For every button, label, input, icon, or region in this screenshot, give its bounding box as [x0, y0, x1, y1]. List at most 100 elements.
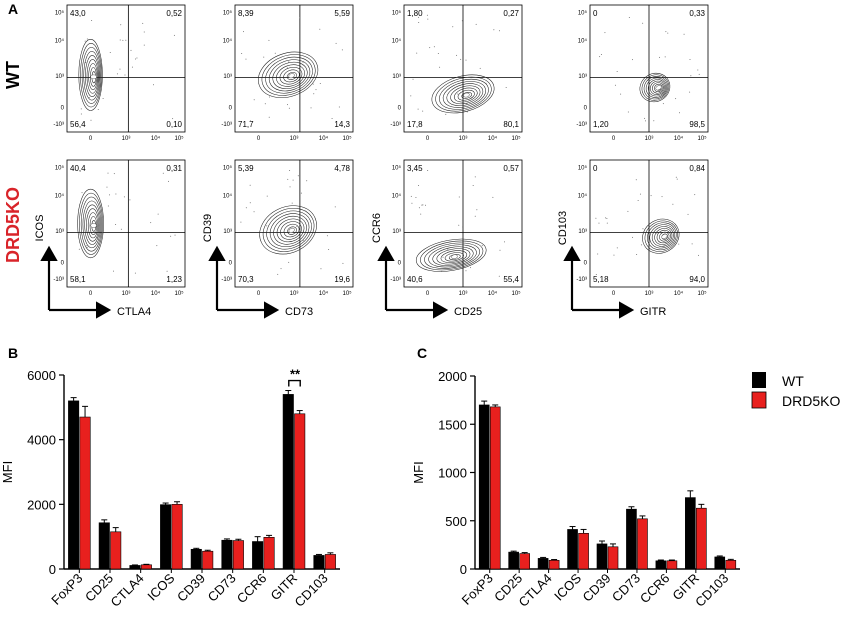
event-dot — [697, 69, 699, 71]
event-dot — [595, 274, 597, 276]
event-dot — [505, 86, 507, 88]
event-dot — [425, 204, 427, 206]
event-dot — [416, 52, 418, 54]
event-dot — [101, 207, 103, 209]
contour-peak — [288, 73, 295, 79]
x-tick-label: 0 — [612, 291, 616, 297]
event-dot — [644, 120, 646, 122]
contour-line — [442, 81, 486, 108]
x-axis-label: CD25 — [454, 306, 482, 318]
y-tick-label: 10³ — [55, 74, 64, 80]
contour-group — [77, 188, 104, 259]
event-dot — [466, 111, 468, 113]
contour-peak — [655, 85, 662, 91]
contour-line — [266, 210, 312, 250]
y-tick-label: 10⁵ — [223, 9, 233, 16]
quadrant-top-left: 0 — [593, 164, 598, 173]
event-dot — [302, 61, 304, 63]
contour-line — [262, 208, 315, 252]
event-dot — [426, 14, 428, 16]
contour-line — [643, 76, 669, 100]
event-dot — [170, 235, 172, 237]
event-dot — [129, 199, 131, 201]
event-dot — [485, 82, 487, 84]
event-dot — [342, 262, 344, 264]
y-tick-label: 1500 — [438, 417, 467, 432]
event-dot — [600, 54, 602, 56]
event-dot — [101, 232, 103, 234]
flow-plot-drd5ko-ctla4: 10⁵ 10⁴ 10³ 0 -10³ 0 10³ 10⁴ 10⁵ 40,4 0,31 58,1 1,23 — [53, 159, 186, 297]
event-dot — [662, 103, 664, 105]
x-tick-label: CTLA4 — [108, 571, 147, 610]
bar-wt-cd103 — [313, 555, 325, 570]
event-dot — [498, 30, 500, 32]
legend: WT DRD5KO — [751, 372, 840, 409]
event-dot — [125, 39, 127, 41]
event-dot — [465, 270, 467, 272]
event-dot — [97, 108, 99, 110]
event-dot — [106, 186, 108, 188]
contour-peak — [288, 227, 295, 233]
quadrant-top-right: 0,33 — [689, 9, 705, 18]
event-dot — [268, 116, 270, 118]
contour-line — [276, 218, 305, 243]
event-dot — [659, 56, 661, 58]
event-dot — [240, 221, 242, 223]
x-tick-label: 10⁵ — [698, 135, 708, 142]
bar-drd5ko-ctla4 — [140, 564, 152, 570]
event-dot — [417, 108, 419, 110]
event-dot — [120, 24, 122, 26]
y-tick-label: -10³ — [53, 122, 64, 128]
quadrant-bottom-left: 5,18 — [593, 275, 609, 284]
event-dot — [107, 172, 109, 174]
quadrant-top-left: 0 — [593, 9, 598, 18]
event-dot — [437, 53, 439, 55]
event-dot — [80, 113, 82, 115]
contour-line — [450, 85, 481, 105]
contour-line — [428, 244, 477, 268]
contour-line — [87, 212, 99, 239]
event-dot — [410, 195, 412, 197]
event-dot — [249, 202, 251, 204]
event-dot — [143, 31, 145, 33]
event-dot — [461, 20, 463, 22]
contour-line — [435, 76, 492, 112]
contour-line — [649, 80, 665, 95]
event-dot — [85, 62, 87, 64]
quadrant-bottom-left: 56,4 — [70, 120, 86, 129]
event-dot — [614, 84, 616, 86]
contour-group — [642, 218, 680, 254]
y-tick-label: 1000 — [438, 466, 467, 481]
contour-line — [279, 66, 303, 85]
event-dot — [466, 103, 468, 105]
contour-line — [651, 226, 674, 247]
y-tick-label: 10⁵ — [578, 9, 588, 16]
panel-letter-b: B — [8, 345, 18, 361]
contour-line — [461, 92, 472, 99]
x-tick-label: 0 — [257, 291, 261, 297]
contour-line — [269, 213, 310, 247]
contour-peak — [90, 74, 97, 80]
quadrant-top-left: 8,39 — [238, 9, 254, 18]
y-axis-label: CD39 — [202, 214, 214, 242]
y-tick-label: 10⁴ — [578, 192, 588, 199]
event-dot — [156, 245, 158, 247]
event-dot — [287, 178, 289, 180]
quadrant-top-right: 0,57 — [503, 164, 519, 173]
event-dot — [331, 117, 333, 119]
quadrant-top-left: 43,0 — [70, 9, 86, 18]
event-dot — [653, 120, 655, 122]
event-dot — [80, 108, 82, 110]
event-dot — [441, 270, 443, 272]
contour-line — [88, 63, 98, 91]
y-tick-label: 10⁴ — [392, 192, 402, 199]
contour-line — [81, 47, 101, 104]
event-dot — [91, 20, 93, 22]
contour-line — [276, 64, 305, 87]
contour-line — [85, 55, 100, 97]
contour-line — [283, 69, 300, 83]
event-dot — [616, 70, 618, 72]
y-tick-label: -10³ — [53, 277, 64, 283]
quadrant-bottom-right: 1,23 — [166, 275, 182, 284]
contour-group — [259, 205, 317, 255]
